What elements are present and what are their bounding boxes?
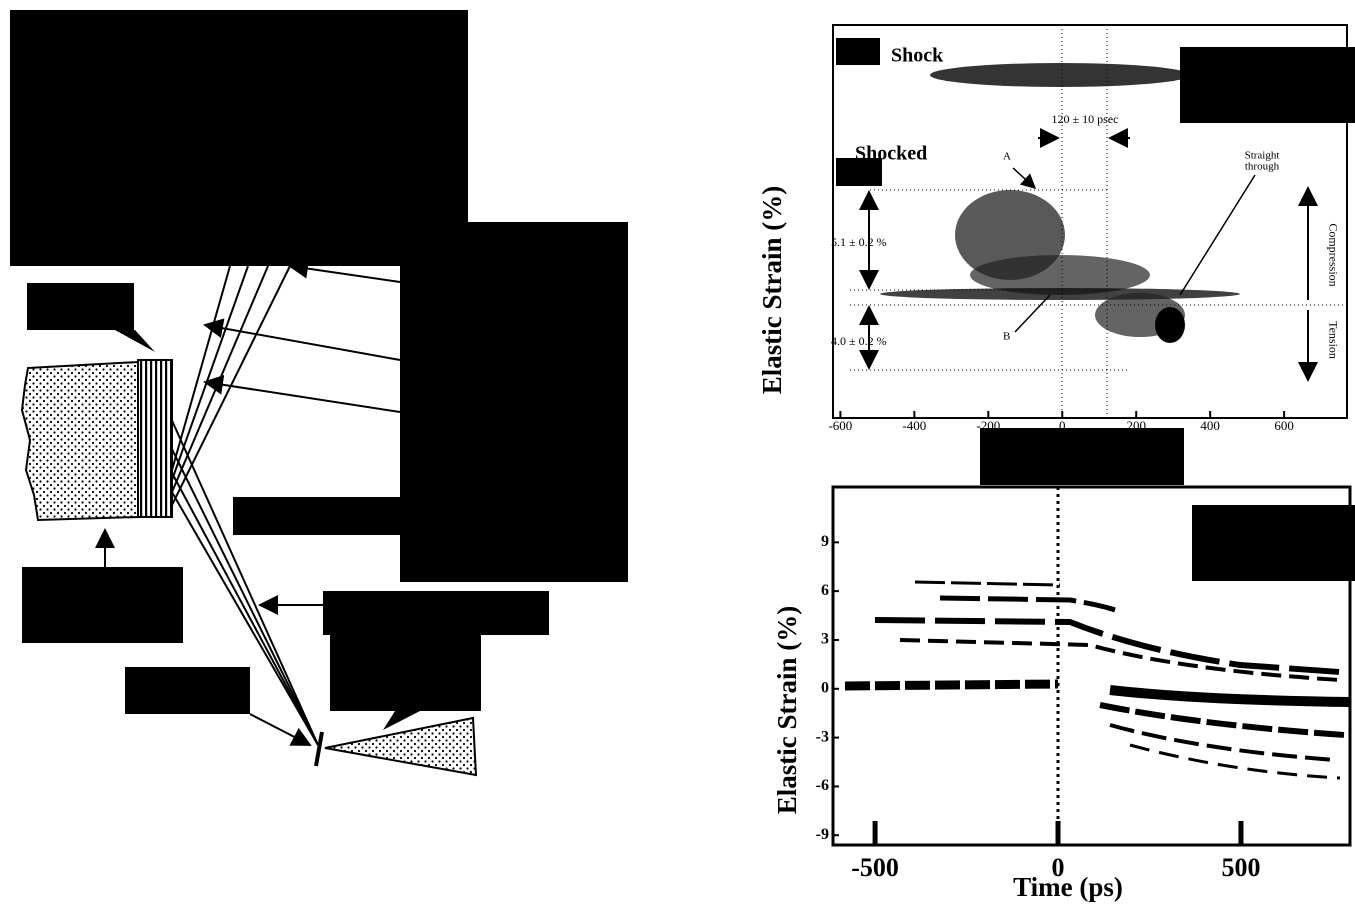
crystal (20, 360, 139, 522)
x-tick-label: -400 (902, 418, 926, 433)
callout (115, 330, 155, 352)
film-layer (137, 359, 173, 518)
x-tick-label: -600 (828, 418, 852, 433)
redaction (1192, 505, 1355, 581)
annotation: A (1003, 151, 1011, 163)
frame (832, 24, 1348, 419)
streak-image (880, 63, 1240, 343)
annotation: Shocked (855, 143, 927, 165)
y-tick-label: -3 (816, 728, 829, 745)
x-tick-label: 400 (1200, 418, 1220, 433)
arrows (95, 258, 401, 746)
annotation: Tension (1326, 321, 1340, 359)
x-tick-label: 500 (1221, 853, 1260, 882)
redaction (836, 158, 882, 186)
redaction (22, 567, 183, 643)
annotation: 5.1 ± 0.2 % (831, 235, 887, 249)
x-tick-label: 0 (1059, 418, 1066, 433)
frame (831, 485, 1352, 847)
annotation: B (1003, 331, 1010, 343)
annotation: through (1245, 161, 1280, 173)
redaction (233, 497, 400, 535)
redaction (10, 10, 468, 266)
annotation: Straight (1245, 150, 1280, 162)
slit (314, 731, 324, 767)
y-axis-label: Elastic Strain (%) (772, 606, 802, 815)
streak-image (844, 580, 1351, 780)
redaction (125, 667, 250, 714)
beam-lines (164, 265, 319, 746)
x-tick-label: 600 (1274, 418, 1294, 433)
redaction (330, 635, 481, 711)
setup-diagram (10, 10, 628, 777)
y-tick-label: 6 (821, 582, 829, 599)
annotation: Compression (1326, 223, 1340, 286)
annotation: Shock (891, 45, 944, 67)
annotation: 120 ± 10 psec (1052, 112, 1119, 126)
redaction (323, 591, 549, 635)
y-tick-label: -9 (816, 826, 829, 843)
detector (324, 716, 478, 777)
y-tick-label: 9 (821, 533, 829, 550)
redaction (1180, 47, 1355, 123)
x-tick-label: 0 (1052, 853, 1065, 882)
x-tick-label: -500 (851, 853, 899, 882)
y-axis-label: Elastic Strain (%) (757, 186, 787, 395)
x-axis-label: Time (ps) (1013, 872, 1123, 902)
redaction (980, 428, 1184, 485)
y-tick-label: -6 (816, 777, 829, 794)
redaction (27, 283, 134, 330)
bottom-panel: -500 0 500 9 6 3 0 -3 -6 -9 Elastic Strain (%) Time… (772, 428, 1355, 902)
redaction (836, 38, 880, 65)
redaction (400, 222, 628, 582)
callout (383, 711, 420, 730)
annotation: 4.0 ± 0.2 % (831, 334, 887, 348)
y-tick-label: 0 (821, 679, 829, 696)
y-tick-label: 3 (821, 631, 829, 648)
